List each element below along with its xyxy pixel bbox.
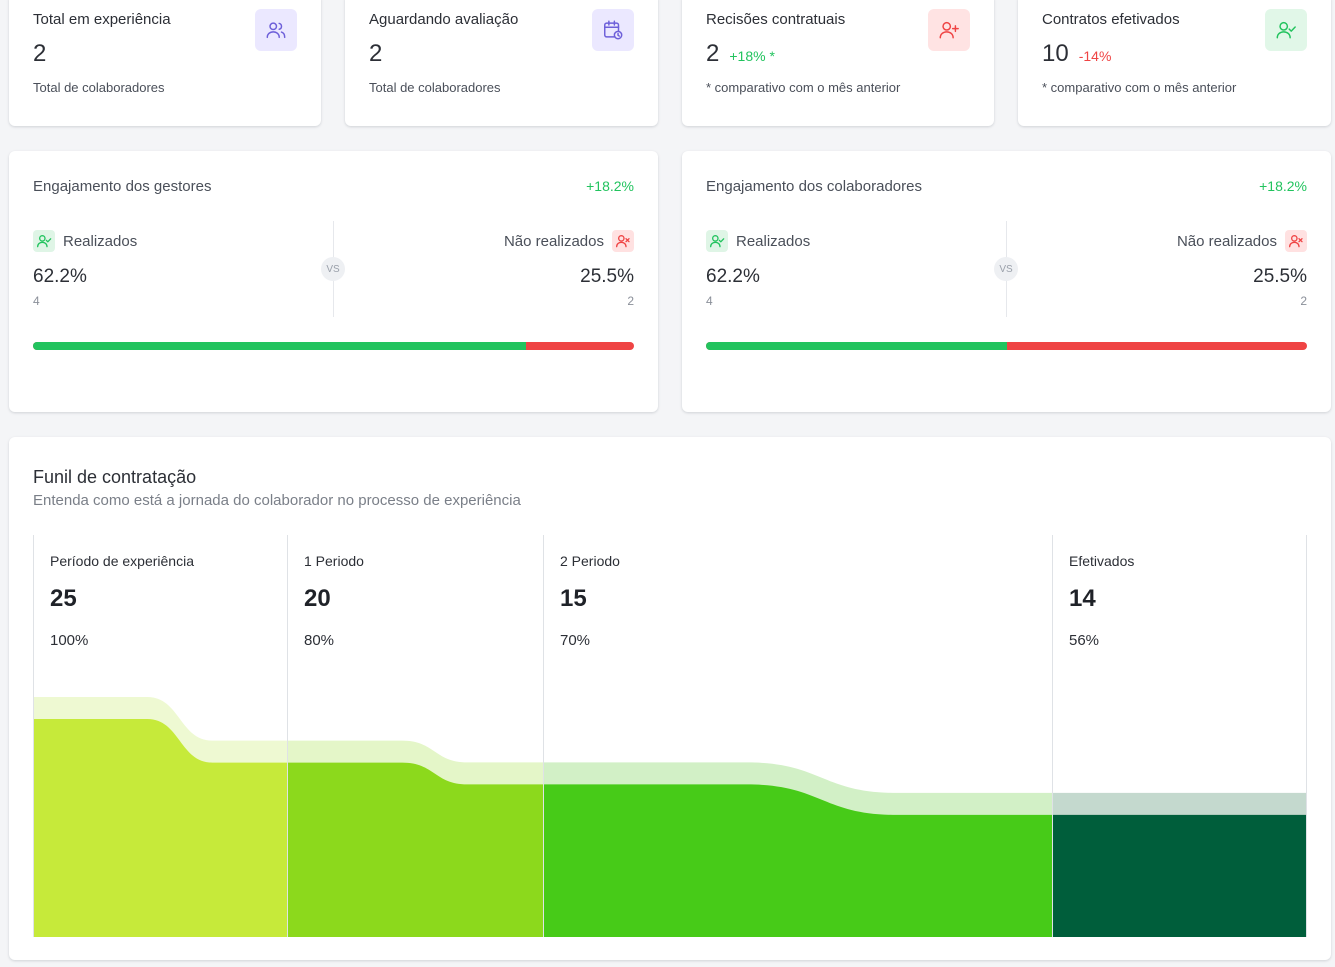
stage-pct: 80% [304, 632, 335, 649]
stage-label: 1 Periodo [304, 553, 364, 569]
stat-label: Aguardando avaliação [369, 11, 519, 28]
engagement-change: +18.2% [1259, 178, 1307, 194]
stage-value: 14 [1069, 585, 1096, 612]
stat-sub: * comparativo com o mês anterior [1042, 80, 1237, 95]
funnel-subtitle: Entenda como está a jornada do colaborad… [33, 492, 521, 509]
engagement-title: Engajamento dos colaboradores [706, 178, 922, 195]
progress-fill [706, 342, 1007, 350]
funnel-area: Período de experiência 25 100% 1 Periodo… [33, 535, 1307, 937]
stat-sub: Total de colaboradores [33, 80, 165, 95]
stat-delta: -14% [1078, 48, 1112, 64]
stage-label: 2 Periodo [560, 553, 620, 569]
realizados-label: Realizados [63, 232, 138, 250]
engagement-realizados: Realizados 62.2% 4 [33, 229, 137, 308]
stat-value: 10 -14% [1042, 40, 1112, 67]
engagement-progress-bar [33, 342, 634, 350]
stage-label: Efetivados [1069, 553, 1135, 569]
funnel-segment-3 [1052, 814, 1307, 937]
stage-value: 25 [50, 585, 77, 612]
funnel-stage-2-periodo[interactable]: 2 Periodo 15 70% [543, 535, 1052, 937]
funnel-title: Funil de contratação [33, 467, 197, 487]
stat-label: Contratos efetivados [1042, 11, 1180, 28]
user-check-icon [1265, 9, 1307, 51]
realizados-pct: 62.2% [706, 266, 760, 287]
funnel-stage-periodo-experiencia[interactable]: Período de experiência 25 100% [33, 535, 287, 937]
stage-pct: 70% [560, 632, 591, 649]
users-icon [255, 9, 297, 51]
funnel-segment-2 [543, 784, 1052, 937]
stat-value: 2 +18% * [706, 40, 775, 67]
realizados-pct: 62.2% [33, 266, 87, 287]
funnel-segment-0 [33, 719, 287, 937]
nao-realizados-pct: 25.5% [1253, 266, 1307, 287]
engagement-change: +18.2% [586, 178, 634, 194]
engagement-card-colaboradores: Engajamento dos colaboradores +18.2% Rea… [682, 151, 1331, 412]
nao-realizados-pct: 25.5% [580, 266, 634, 287]
funnel-card: Funil de contratação Entenda como está a… [9, 437, 1331, 960]
realizados-count: 4 [706, 294, 713, 308]
nao-realizados-count: 2 [627, 294, 634, 308]
stage-value: 20 [304, 585, 331, 612]
stage-pct: 56% [1069, 632, 1100, 649]
stat-label: Recisões contratuais [706, 11, 846, 28]
user-x-icon [1285, 230, 1307, 252]
vs-badge: VS [321, 257, 345, 281]
engagement-realizados: Realizados 62.2% 4 [706, 229, 810, 308]
stat-card-contratos-efetivados: Contratos efetivados 10 -14% * comparativ… [1018, 0, 1331, 126]
engagement-title: Engajamento dos gestores [33, 178, 212, 195]
funnel-stage-efetivados[interactable]: Efetivados 14 56% [1052, 535, 1307, 937]
calendar-clock-icon [592, 9, 634, 51]
nao-realizados-label: Não realizados [1176, 232, 1277, 250]
nao-realizados-count: 2 [1300, 294, 1307, 308]
realizados-label: Realizados [736, 232, 811, 250]
nao-realizados-label: Não realizados [503, 232, 604, 250]
stage-label: Período de experiência [50, 553, 194, 569]
realizados-count: 4 [33, 294, 40, 308]
stage-value: 15 [560, 585, 587, 612]
stage-pct: 100% [50, 632, 89, 649]
stat-value: 2 [369, 40, 383, 67]
engagement-card-gestores: Engajamento dos gestores +18.2% Realizad… [9, 151, 658, 412]
stat-card-aguardando-avaliacao: Aguardando avaliação 2 Total de colabora… [345, 0, 658, 126]
stat-label: Total em experiência [33, 11, 171, 28]
engagement-nao-realizados: Não realizados 25.5% 2 [504, 229, 634, 308]
funnel-segment-1 [287, 762, 543, 937]
user-check-icon [706, 230, 728, 252]
user-plus-icon [928, 9, 970, 51]
stat-card-recisoes: Recisões contratuais 2 +18% * * comparati… [682, 0, 994, 126]
stat-sub: * comparativo com o mês anterior [706, 80, 901, 95]
progress-fill [33, 342, 526, 350]
vs-badge: VS [994, 257, 1018, 281]
user-x-icon [612, 230, 634, 252]
user-check-icon [33, 230, 55, 252]
engagement-nao-realizados: Não realizados 25.5% 2 [1177, 229, 1307, 308]
stat-sub: Total de colaboradores [369, 80, 501, 95]
funnel-stage-1-periodo[interactable]: 1 Periodo 20 80% [287, 535, 543, 937]
stat-value: 2 [33, 40, 47, 67]
funnel-chart [33, 697, 1307, 937]
stat-card-total-experiencia: Total em experiência 2 Total de colabora… [9, 0, 321, 126]
stat-delta: +18% * [729, 48, 775, 64]
engagement-progress-bar [706, 342, 1307, 350]
